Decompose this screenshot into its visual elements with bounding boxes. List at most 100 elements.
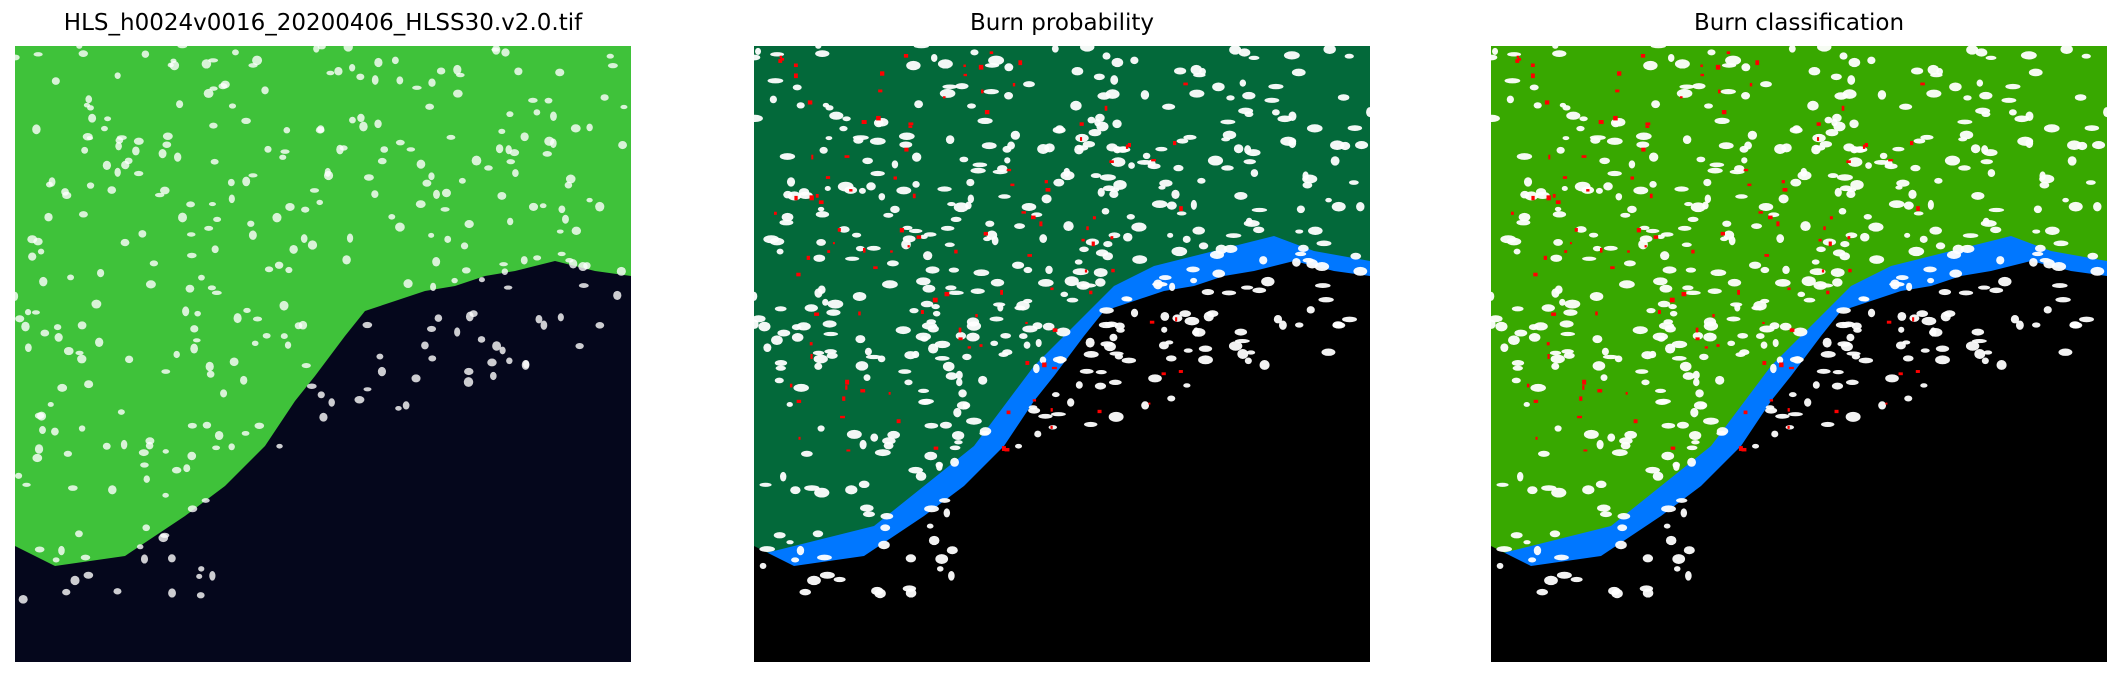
cloud-mark bbox=[363, 387, 372, 392]
cloud-mark bbox=[2074, 94, 2087, 101]
cloud-mark bbox=[1538, 450, 1550, 457]
cloud-mark bbox=[966, 332, 980, 342]
burn-mark bbox=[1625, 391, 1628, 395]
cloud-mark bbox=[1990, 226, 2002, 234]
cloud-mark bbox=[1549, 530, 1561, 538]
burn-mark bbox=[1782, 187, 1788, 192]
cloud-mark bbox=[1909, 314, 1920, 322]
cloud-mark bbox=[2015, 320, 2024, 330]
cloud-mark bbox=[998, 352, 1009, 357]
cloud-mark bbox=[1528, 333, 1541, 342]
cloud-mark bbox=[1039, 234, 1048, 243]
cloud-mark bbox=[254, 422, 265, 429]
cloud-mark bbox=[1331, 201, 1346, 212]
cloud-mark bbox=[970, 167, 986, 174]
cloud-mark bbox=[285, 202, 295, 211]
cloud-mark bbox=[1797, 291, 1806, 298]
cloud-mark bbox=[1996, 360, 2007, 370]
cloud-mark bbox=[78, 211, 88, 218]
cloud-mark bbox=[1277, 115, 1293, 123]
cloud-mark bbox=[754, 114, 763, 123]
cloud-mark bbox=[206, 370, 215, 378]
cloud-mark bbox=[817, 206, 825, 212]
cloud-mark bbox=[1869, 255, 1885, 264]
cloud-mark bbox=[1015, 443, 1023, 449]
burn-mark bbox=[1000, 289, 1003, 295]
burn-mark bbox=[793, 63, 798, 68]
cloud-mark bbox=[1496, 562, 1504, 569]
cloud-mark bbox=[759, 546, 775, 552]
cloud-mark bbox=[1528, 557, 1537, 563]
cloud-mark bbox=[300, 234, 308, 243]
cloud-mark bbox=[1132, 255, 1148, 264]
cloud-mark bbox=[76, 46, 83, 49]
cloud-mark bbox=[167, 62, 174, 68]
cloud-mark bbox=[970, 288, 985, 294]
cloud-mark bbox=[34, 546, 45, 553]
burn-mark bbox=[1700, 64, 1703, 67]
cloud-mark bbox=[343, 46, 353, 52]
cloud-mark bbox=[2060, 46, 2073, 54]
cloud-mark bbox=[1801, 276, 1816, 287]
cloud-mark bbox=[1682, 135, 1692, 145]
cloud-mark bbox=[1619, 437, 1633, 445]
cloud-mark bbox=[1974, 348, 1986, 359]
cloud-mark bbox=[959, 156, 969, 163]
cloud-mark bbox=[62, 191, 72, 200]
cloud-mark bbox=[1758, 202, 1774, 211]
cloud-mark bbox=[988, 55, 1005, 66]
cloud-mark bbox=[1831, 382, 1844, 390]
cloud-mark bbox=[921, 322, 938, 330]
cloud-mark bbox=[1228, 341, 1243, 351]
burn-mark bbox=[1533, 399, 1539, 403]
cloud-mark bbox=[1989, 287, 2004, 294]
cloud-mark bbox=[958, 389, 967, 398]
cloud-mark bbox=[1080, 46, 1095, 52]
cloud-mark bbox=[1251, 207, 1268, 213]
cloud-mark bbox=[1715, 375, 1725, 385]
cloud-mark bbox=[1579, 116, 1588, 122]
cloud-mark bbox=[1079, 368, 1094, 374]
cloud-mark bbox=[979, 427, 992, 436]
cloud-mark bbox=[32, 453, 43, 463]
cloud-mark bbox=[1603, 182, 1613, 191]
cloud-mark bbox=[935, 461, 943, 469]
cloud-mark bbox=[1342, 316, 1357, 323]
cloud-mark bbox=[936, 566, 944, 572]
cloud-mark bbox=[1109, 351, 1124, 356]
cloud-mark bbox=[211, 245, 219, 254]
cloud-mark bbox=[1264, 97, 1280, 103]
cloud-mark bbox=[1952, 244, 1964, 255]
cloud-mark bbox=[1639, 225, 1650, 231]
burn-mark bbox=[832, 242, 835, 245]
burn-mark bbox=[1600, 247, 1603, 253]
cloud-mark bbox=[363, 174, 374, 181]
cloud-mark bbox=[1533, 545, 1542, 556]
cloud-mark bbox=[1790, 178, 1802, 187]
cloud-mark bbox=[1751, 223, 1763, 229]
cloud-mark bbox=[1048, 425, 1058, 430]
cloud-mark bbox=[1042, 322, 1055, 331]
cloud-mark bbox=[1851, 322, 1862, 330]
cloud-mark bbox=[280, 333, 288, 340]
cloud-mark bbox=[2029, 258, 2038, 267]
cloud-mark bbox=[865, 354, 882, 360]
burn-mark bbox=[1864, 142, 1869, 147]
cloud-mark bbox=[955, 83, 969, 90]
cloud-mark bbox=[1101, 208, 1110, 215]
cloud-mark bbox=[201, 498, 210, 503]
burn-mark bbox=[903, 53, 909, 58]
cloud-mark bbox=[1633, 186, 1649, 195]
cloud-mark bbox=[1927, 277, 1935, 284]
burn-mark bbox=[1543, 255, 1548, 260]
cloud-mark bbox=[1550, 254, 1563, 262]
burn-mark bbox=[1091, 241, 1095, 247]
cloud-mark bbox=[1728, 236, 1736, 246]
cloud-mark bbox=[506, 111, 514, 118]
cloud-mark bbox=[1847, 157, 1863, 167]
cloud-mark bbox=[78, 425, 86, 432]
cloud-mark bbox=[918, 399, 932, 405]
cloud-mark bbox=[1850, 179, 1864, 190]
burn-mark bbox=[1526, 383, 1530, 388]
cloud-mark bbox=[1595, 187, 1603, 194]
